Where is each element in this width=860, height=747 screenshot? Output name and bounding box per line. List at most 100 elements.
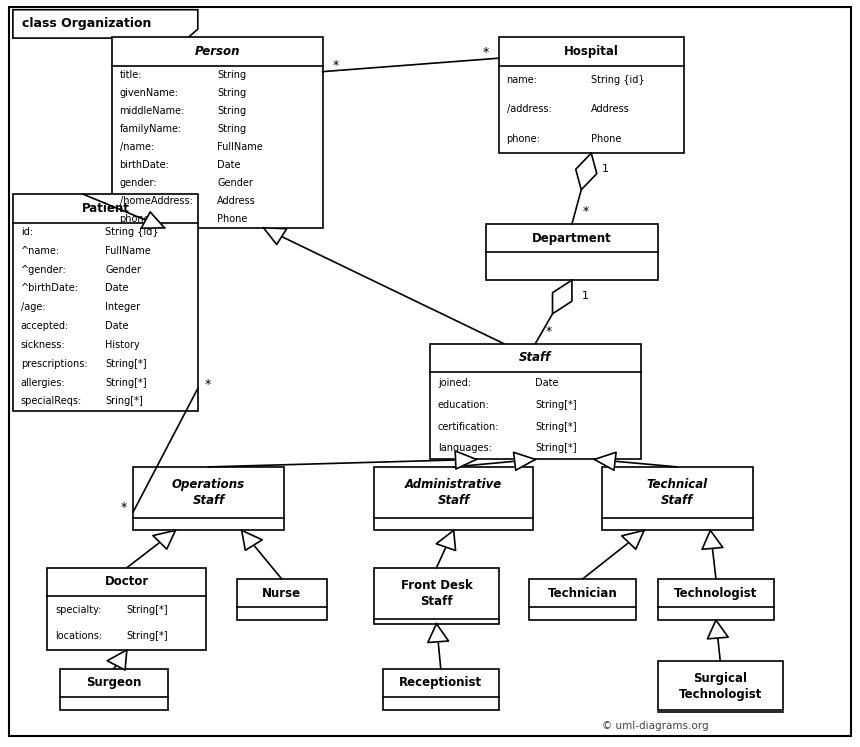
Polygon shape — [658, 579, 774, 620]
Polygon shape — [153, 530, 175, 549]
Polygon shape — [594, 452, 616, 471]
Polygon shape — [708, 620, 728, 639]
Text: certification:: certification: — [438, 421, 500, 432]
Text: Receptionist: Receptionist — [399, 676, 482, 689]
Text: education:: education: — [438, 400, 489, 410]
Polygon shape — [133, 467, 284, 530]
Text: Surgeon: Surgeon — [86, 676, 142, 689]
Text: /age:: /age: — [21, 303, 46, 312]
Text: title:: title: — [120, 69, 142, 80]
Text: name:: name: — [507, 75, 538, 85]
Text: phone:: phone: — [507, 134, 540, 143]
Text: String {id}: String {id} — [592, 75, 645, 85]
Text: Date: Date — [105, 284, 129, 294]
Text: id:: id: — [21, 227, 33, 237]
Polygon shape — [455, 451, 476, 469]
Text: joined:: joined: — [438, 378, 470, 388]
Text: *: * — [333, 59, 339, 72]
Text: FullName: FullName — [217, 142, 263, 152]
Text: String[*]: String[*] — [127, 604, 169, 615]
Polygon shape — [513, 452, 535, 471]
Polygon shape — [383, 669, 499, 710]
Text: 1: 1 — [582, 291, 589, 301]
Text: String[*]: String[*] — [105, 359, 147, 369]
Polygon shape — [622, 530, 644, 549]
Text: Doctor: Doctor — [105, 575, 149, 589]
Text: *: * — [482, 46, 488, 59]
Text: Date: Date — [217, 160, 241, 170]
Text: Staff: Staff — [519, 351, 551, 365]
Polygon shape — [499, 37, 684, 153]
Polygon shape — [529, 579, 636, 620]
Text: Address: Address — [217, 196, 256, 206]
Text: 1: 1 — [602, 164, 609, 174]
Text: String {id}: String {id} — [105, 227, 159, 237]
Polygon shape — [374, 568, 499, 624]
Text: Hospital: Hospital — [564, 45, 618, 58]
Text: Integer: Integer — [105, 303, 140, 312]
Text: Date: Date — [535, 378, 559, 388]
Text: Phone: Phone — [592, 134, 622, 143]
Text: Department: Department — [532, 232, 611, 245]
Polygon shape — [430, 344, 641, 459]
Text: /homeAddress:: /homeAddress: — [120, 196, 193, 206]
Text: String[*]: String[*] — [535, 400, 577, 410]
Polygon shape — [486, 224, 658, 280]
Text: class Organization: class Organization — [22, 17, 150, 31]
Text: Sring[*]: Sring[*] — [105, 397, 143, 406]
Text: String[*]: String[*] — [535, 444, 577, 453]
Text: Address: Address — [592, 105, 630, 114]
Polygon shape — [112, 37, 322, 228]
Text: accepted:: accepted: — [21, 321, 69, 331]
Text: /address:: /address: — [507, 105, 551, 114]
Text: String[*]: String[*] — [535, 421, 577, 432]
Text: String: String — [217, 69, 246, 80]
Text: prescriptions:: prescriptions: — [21, 359, 87, 369]
Polygon shape — [427, 624, 449, 642]
Text: ^birthDate:: ^birthDate: — [21, 284, 78, 294]
Text: sickness:: sickness: — [21, 340, 65, 350]
Polygon shape — [141, 212, 164, 229]
Polygon shape — [108, 650, 127, 670]
Text: ^name:: ^name: — [21, 246, 59, 255]
Text: String[*]: String[*] — [105, 378, 147, 388]
Text: Operations
Staff: Operations Staff — [172, 478, 245, 506]
Text: String: String — [217, 124, 246, 134]
Text: phone:: phone: — [120, 214, 153, 224]
Text: *: * — [546, 325, 552, 338]
Text: middleName:: middleName: — [120, 106, 185, 116]
Polygon shape — [575, 153, 597, 190]
Polygon shape — [60, 669, 168, 710]
Text: Person: Person — [194, 45, 240, 58]
Text: ^gender:: ^gender: — [21, 264, 66, 275]
Text: /name:: /name: — [120, 142, 154, 152]
Polygon shape — [552, 280, 572, 314]
Text: specialty:: specialty: — [55, 604, 101, 615]
Text: gender:: gender: — [120, 178, 157, 187]
Text: © uml-diagrams.org: © uml-diagrams.org — [602, 721, 709, 731]
Text: String: String — [217, 106, 246, 116]
Text: Surgical
Technologist: Surgical Technologist — [679, 672, 762, 701]
Polygon shape — [263, 228, 286, 244]
Text: allergies:: allergies: — [21, 378, 65, 388]
Text: *: * — [582, 205, 588, 218]
Text: Gender: Gender — [217, 178, 253, 187]
Text: FullName: FullName — [105, 246, 151, 255]
Polygon shape — [436, 530, 456, 551]
Text: Patient: Patient — [82, 202, 129, 215]
Text: locations:: locations: — [55, 631, 102, 642]
Polygon shape — [242, 530, 262, 551]
Text: String: String — [217, 87, 246, 98]
Text: Date: Date — [105, 321, 129, 331]
Polygon shape — [13, 194, 198, 411]
Text: Nurse: Nurse — [262, 586, 301, 600]
Polygon shape — [47, 568, 206, 650]
Text: givenName:: givenName: — [120, 87, 179, 98]
Text: *: * — [205, 378, 211, 391]
Polygon shape — [602, 467, 752, 530]
Text: *: * — [120, 501, 126, 515]
Polygon shape — [374, 467, 533, 530]
Text: Technician: Technician — [548, 586, 617, 600]
Text: Technologist: Technologist — [674, 586, 758, 600]
Text: familyName:: familyName: — [120, 124, 181, 134]
